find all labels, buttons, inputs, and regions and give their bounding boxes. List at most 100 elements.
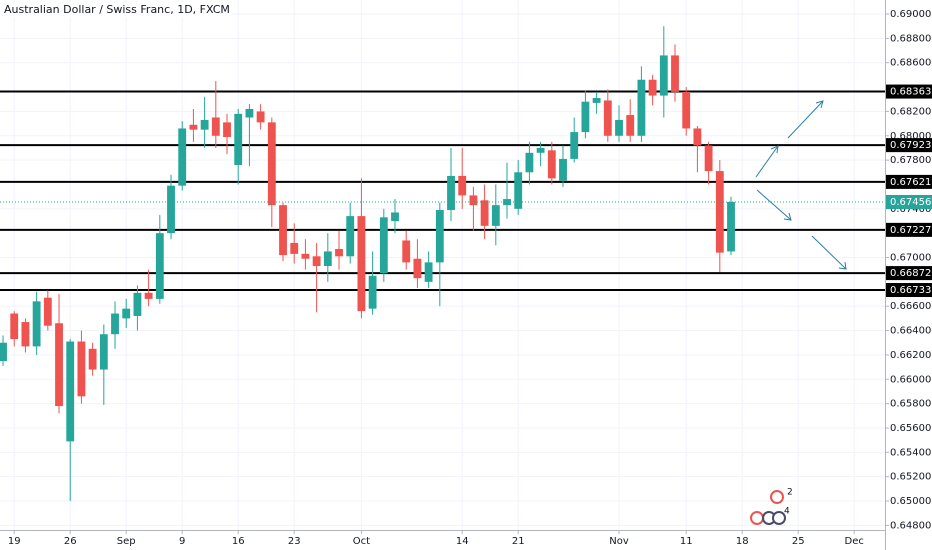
y-tick-label: 0.69000: [890, 9, 931, 20]
candles: [0, 26, 885, 502]
candle-body: [715, 171, 724, 253]
time-axis: 19 26 Sep 9 16 23 Oct 14 21 Nov 11 18 25 Dec: [8, 530, 864, 547]
y-tick-label: 0.66000: [890, 374, 931, 385]
candle-body: [648, 79, 657, 96]
y-tick-label: 0.66400: [890, 326, 931, 337]
candle-body: [323, 251, 332, 267]
candle-body: [592, 98, 601, 103]
candle-body: [357, 216, 366, 312]
events: 2 4: [750, 488, 793, 525]
x-tick-label: 16: [232, 536, 245, 547]
candle-body: [458, 175, 467, 196]
y-tick-label: 0.65000: [890, 496, 931, 507]
candle-body: [211, 117, 220, 136]
event-icon[interactable]: [750, 511, 764, 525]
arrow-head: [770, 145, 779, 154]
candle-body: [346, 216, 355, 257]
candle-body: [368, 275, 377, 309]
x-tick-label: Dec: [845, 536, 864, 547]
candle-body: [178, 128, 187, 186]
candle-body: [536, 147, 545, 153]
candle-body: [167, 185, 175, 234]
candle-body: [379, 217, 388, 274]
level-label: 0.67923: [890, 140, 931, 151]
candle-body: [245, 108, 254, 118]
level-labels: 0.68363 0.67923 0.67621 0.67227 0.66872 0.667…: [886, 84, 932, 298]
projection-arrows: [755, 100, 847, 270]
level-label-bg: [886, 283, 932, 298]
candle-body: [189, 124, 198, 130]
candle-body: [447, 175, 455, 211]
x-tick-label: 9: [179, 536, 185, 547]
arrow: [811, 235, 847, 270]
candle-body: [77, 341, 86, 397]
levels: [0, 90, 885, 292]
level-label: 0.68363: [890, 87, 931, 98]
candle-body: [111, 313, 119, 335]
x-tick-label: Nov: [609, 536, 629, 547]
y-tick-label: 0.65600: [890, 423, 931, 434]
candle-body: [55, 323, 63, 407]
arrow: [787, 100, 824, 139]
candle-body: [234, 113, 243, 165]
candle-body: [615, 119, 623, 136]
candle-body: [223, 122, 231, 137]
candle-body: [312, 256, 321, 267]
price-axis: 0.64800 0.65000 0.65200 0.65400 0.65600 0.658…: [885, 9, 931, 531]
candle-body: [279, 205, 287, 256]
candle-body: [301, 253, 310, 259]
candle-body: [391, 212, 399, 221]
event-count: 2: [787, 488, 793, 498]
arrow-head: [815, 100, 824, 109]
level-label: 0.66733: [890, 285, 931, 296]
candle-body: [66, 341, 75, 442]
x-tick-label: 25: [792, 536, 805, 547]
candle-body: [99, 334, 108, 370]
level-label-bg: [886, 84, 932, 99]
candle-body: [0, 342, 7, 362]
y-tick-label: 0.67800: [890, 155, 931, 166]
x-tick-label: 14: [456, 536, 469, 547]
x-tick-label: Oct: [353, 536, 370, 547]
candle-body: [693, 128, 702, 146]
level-label-bg: [886, 138, 932, 153]
y-tick-label: 0.67000: [890, 253, 931, 264]
candle-body: [10, 313, 19, 340]
y-tick-label: 0.66600: [890, 301, 931, 312]
arrow-head: [838, 261, 847, 270]
level-label-bg: [886, 266, 932, 281]
level-label-bg: [886, 222, 932, 237]
candle-body: [88, 348, 97, 370]
candle-body: [682, 91, 691, 129]
arrow: [756, 189, 792, 221]
candle-body: [21, 322, 30, 347]
y-tick-label: 0.64800: [890, 520, 931, 531]
level-label: 0.67227: [890, 225, 931, 236]
candle-body: [435, 210, 444, 263]
level-label: 0.67621: [890, 177, 931, 188]
candle-body: [43, 297, 52, 326]
candle-body: [267, 122, 276, 206]
y-tick-label: 0.68200: [890, 106, 931, 117]
candle-body: [581, 101, 590, 133]
candle-body: [491, 205, 500, 226]
x-tick-label: 11: [680, 536, 693, 547]
y-tick-label: 0.65800: [890, 399, 931, 410]
x-tick-label: 19: [8, 536, 21, 547]
y-tick-label: 0.66200: [890, 350, 931, 361]
candle-body: [626, 115, 635, 136]
candle-body: [413, 258, 422, 279]
candle-body: [424, 262, 433, 282]
event-count: 4: [784, 507, 790, 517]
candle-body: [335, 248, 343, 257]
y-tick-label: 0.68800: [890, 33, 931, 44]
candle-body: [133, 292, 142, 316]
candle-body: [727, 201, 735, 252]
event-icon: [770, 490, 784, 504]
x-tick-label: 26: [64, 536, 77, 547]
event-icon[interactable]: [772, 511, 786, 525]
x-tick-label: Sep: [117, 536, 136, 547]
